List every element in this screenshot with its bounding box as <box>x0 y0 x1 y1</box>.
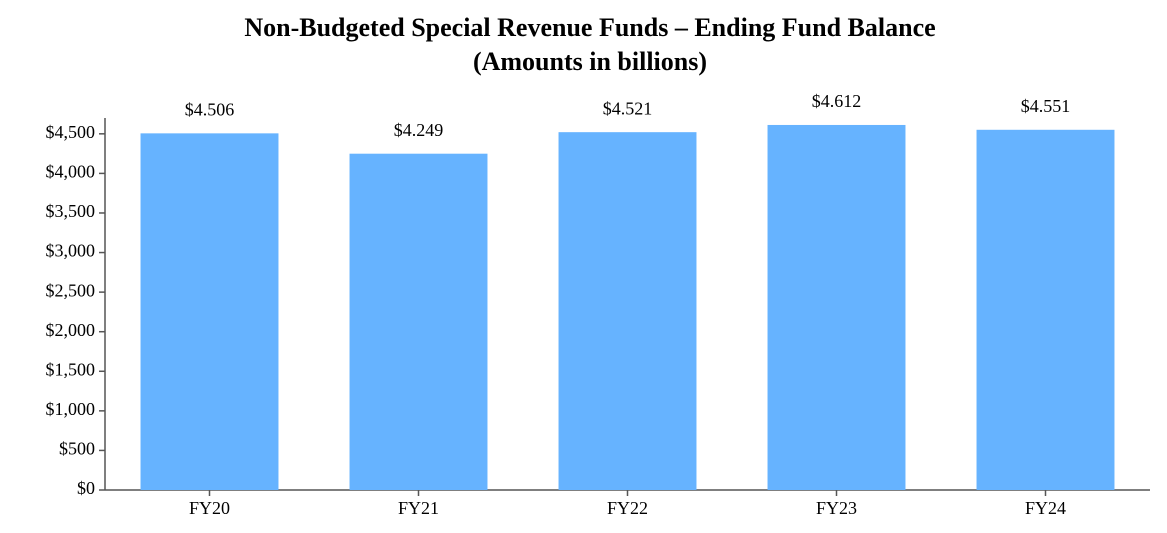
y-tick-label: $3,500 <box>46 201 96 221</box>
y-tick-label: $2,000 <box>46 320 96 340</box>
bar <box>558 132 697 490</box>
bar <box>976 129 1115 490</box>
data-label: $4.551 <box>1021 96 1071 116</box>
x-tick-label: FY24 <box>1025 498 1066 518</box>
y-tick-label: $0 <box>77 478 95 498</box>
x-tick-label: FY21 <box>398 498 439 518</box>
y-tick-label: $1,500 <box>46 359 96 379</box>
bar <box>349 153 488 490</box>
y-tick-label: $500 <box>59 439 95 459</box>
chart-subtitle: (Amounts in billions) <box>473 47 707 76</box>
chart-title: Non-Budgeted Special Revenue Funds – End… <box>244 13 935 42</box>
x-tick-label: FY20 <box>189 498 230 518</box>
y-tick-label: $1,000 <box>46 399 96 419</box>
bar <box>140 133 279 490</box>
y-tick-label: $4,500 <box>46 122 96 142</box>
data-label: $4.506 <box>185 99 235 119</box>
data-label: $4.521 <box>603 98 653 118</box>
data-label: $4.612 <box>812 91 862 111</box>
bar <box>767 124 906 491</box>
y-tick-label: $4,000 <box>46 162 96 182</box>
data-label: $4.249 <box>394 120 444 140</box>
y-tick-label: $3,000 <box>46 241 96 261</box>
x-tick-label: FY23 <box>816 498 857 518</box>
x-tick-label: FY22 <box>607 498 648 518</box>
y-tick-label: $2,500 <box>46 280 96 300</box>
